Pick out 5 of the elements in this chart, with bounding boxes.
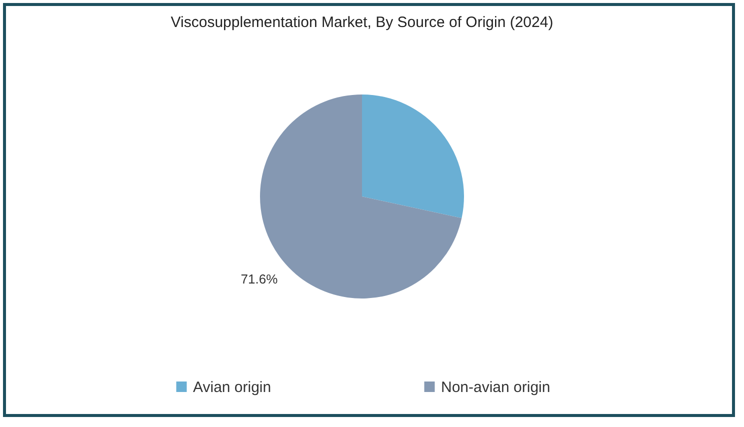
chart-title: Viscosupplementation Market, By Source of Origin (2024) [170, 14, 554, 31]
legend-label: Non-avian origin [441, 378, 550, 396]
legend-label: Avian origin [193, 378, 272, 396]
pie-slice [362, 94, 464, 218]
data-label: 71.6% [240, 271, 278, 286]
